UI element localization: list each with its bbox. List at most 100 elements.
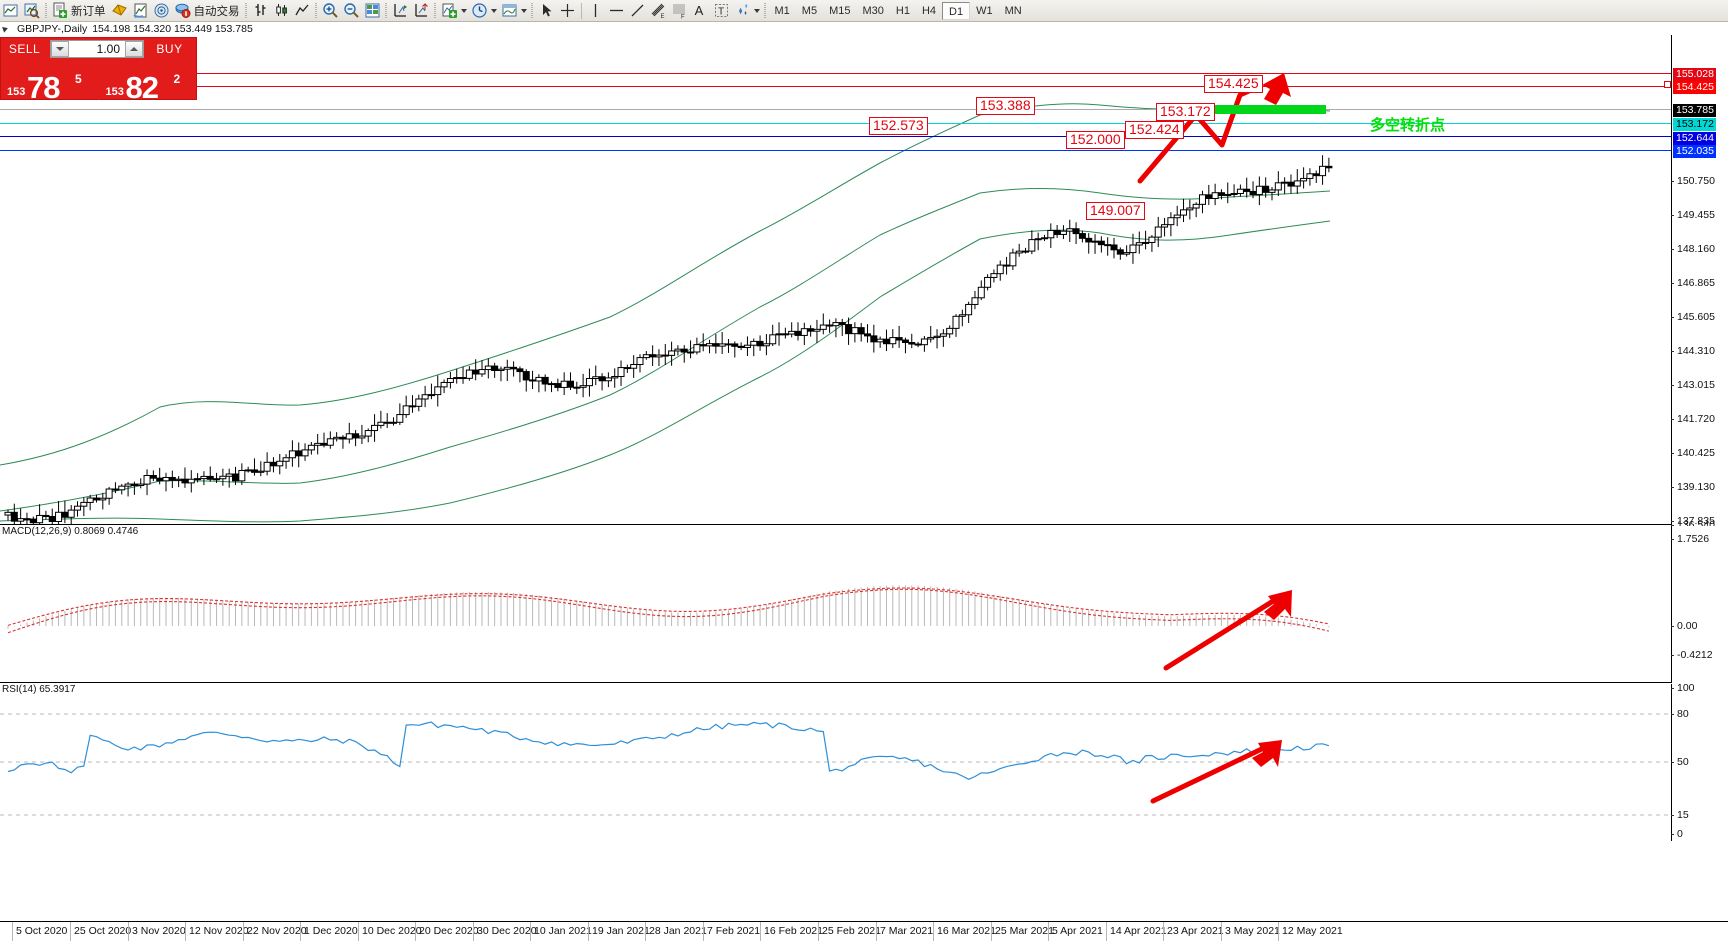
chinese-annotation-label: 多空转折点 [1370, 116, 1446, 134]
quote-row: 153 78 5 153 82 2 [1, 60, 197, 105]
bar-chart-icon[interactable] [250, 1, 271, 21]
buy-button[interactable]: BUY [156, 42, 183, 56]
macd-pane[interactable]: MACD(12,26,9) 0.8069 0.4746 [0, 526, 1671, 683]
macd-series [7, 585, 1330, 634]
timeframe-h1[interactable]: H1 [895, 4, 910, 17]
trendline-icon[interactable] [627, 1, 648, 21]
rsi-pane[interactable]: RSI(14) 65.3917 [0, 684, 1671, 841]
price-level-label-153172[interactable]: 153.172 [1673, 118, 1716, 131]
text-box-icon[interactable]: T [711, 1, 732, 21]
current-ask-154425[interactable] [0, 86, 1671, 87]
buy-quote[interactable]: 153 82 2 [97, 60, 197, 105]
date-tick-12 [703, 922, 704, 941]
macd-scale[interactable]: 1.7526 0.00 -0.4212 [1670, 526, 1728, 683]
new-order-icon[interactable] [49, 1, 70, 21]
auto-scroll-icon[interactable] [411, 1, 432, 21]
support-152035[interactable] [0, 150, 1671, 151]
timeframe-d1[interactable]: D1 [942, 1, 971, 20]
timeframe-m30[interactable]: M30 [862, 4, 884, 17]
price-tag-153172[interactable]: 153.172 [1156, 103, 1215, 121]
timeframe-mn[interactable]: MN [1004, 4, 1022, 17]
timeframe-m5[interactable]: M5 [801, 4, 818, 17]
timeframe-m1[interactable]: M1 [774, 4, 790, 17]
crosshair-icon[interactable] [557, 1, 578, 21]
indicators-dropdown-caret[interactable] [460, 2, 469, 20]
price-tag-152573[interactable]: 152.573 [869, 117, 928, 135]
toolbar-separator-3 [313, 2, 320, 20]
date-tick-16 [933, 922, 934, 941]
date-axis[interactable]: 5 Oct 2020 25 Oct 2020 3 Nov 2020 12 Nov 20… [0, 921, 1728, 941]
price-level-label-152035[interactable]: 152.035 [1673, 145, 1716, 158]
indicators-icon[interactable] [439, 1, 460, 21]
auto-trading-icon[interactable] [172, 1, 193, 21]
price-tag-149007[interactable]: 149.007 [1086, 202, 1145, 220]
fibonacci-retracement-icon[interactable]: F [669, 1, 690, 21]
rsi-tick-2: 50 [1671, 756, 1689, 768]
candlestick-chart-icon[interactable] [271, 1, 292, 21]
collapse-arrow-icon[interactable] [3, 24, 12, 33]
price-tag-152424[interactable]: 152.424 [1125, 121, 1184, 139]
rsi-series [0, 713, 1671, 816]
date-tick-9 [530, 922, 531, 941]
pivot-153172[interactable] [0, 123, 1671, 124]
date-label-1: 25 Oct 2020 [74, 925, 132, 937]
market-watch-icon[interactable] [151, 1, 172, 21]
symbol-search-icon[interactable] [21, 1, 42, 21]
date-label-2: 3 Nov 2020 [132, 925, 186, 937]
periodicity-dropdown-caret[interactable] [490, 2, 499, 20]
price-level-label-155028[interactable]: 155.028 [1673, 68, 1716, 81]
candlestick-series [0, 103, 1333, 524]
expert-advisor-icon[interactable] [109, 1, 130, 21]
resistance-155028[interactable] [0, 73, 1671, 74]
shapes-dropdown-caret[interactable] [753, 2, 762, 20]
volume-value[interactable]: 1.00 [96, 42, 120, 56]
sell-button[interactable]: SELL [8, 42, 41, 56]
cursor-icon[interactable] [536, 1, 557, 21]
sell-quote[interactable]: 153 78 5 [1, 60, 98, 105]
chart-window-icon[interactable] [0, 1, 21, 21]
timeframe-h4[interactable]: H4 [921, 4, 936, 17]
vertical-line-icon[interactable] [585, 1, 606, 21]
zoom-in-icon[interactable] [320, 1, 341, 21]
line-chart-icon[interactable] [292, 1, 313, 21]
price-tag-154425[interactable]: 154.425 [1204, 75, 1263, 93]
volume-increase-icon[interactable] [125, 41, 143, 57]
price-level-label-153785[interactable]: 153.785 [1673, 104, 1716, 117]
price-tag-152000[interactable]: 152.000 [1066, 131, 1125, 149]
price-level-label-154425[interactable]: 154.425 [1673, 81, 1716, 94]
price-level-label-152644[interactable]: 152.644 [1673, 132, 1716, 145]
horizontal-line-icon[interactable] [606, 1, 627, 21]
one-click-trading-panel[interactable]: SELL 1.00 BUY 153 78 5 153 82 2 [0, 37, 197, 105]
text-label-icon[interactable]: A [694, 3, 704, 18]
shapes-icon[interactable] [732, 1, 753, 21]
bid-153785[interactable] [0, 109, 1671, 110]
buy-price-main: 82 [125, 70, 159, 105]
timeframe-w1[interactable]: W1 [976, 4, 993, 17]
zoom-out-icon[interactable] [341, 1, 362, 21]
chart-shift-icon[interactable] [390, 1, 411, 21]
equidistant-channel-icon[interactable]: E [648, 1, 669, 21]
chart-area[interactable]: 154.425 153.388 153.172 152.573 152.424 152.0… [0, 35, 1728, 921]
symbol-info-bar: GBPJPY-,Daily 154.198 154.320 153.449 15… [0, 22, 1728, 35]
svg-text:E: E [660, 14, 664, 19]
price-pane[interactable]: 154.425 153.388 153.172 152.573 152.424 152.0… [0, 35, 1671, 525]
support-152644[interactable] [0, 136, 1671, 137]
price-scale[interactable]: 150.750 149.455 148.160 146.865 145.605 144.3… [1671, 35, 1728, 569]
tile-windows-icon[interactable] [362, 1, 383, 21]
date-tick-20 [1163, 922, 1164, 941]
timeframe-m15[interactable]: M15 [829, 4, 851, 17]
volume-decrease-icon[interactable] [51, 41, 69, 57]
new-order-button[interactable]: 新订单 [71, 5, 106, 18]
templates-icon[interactable] [499, 1, 520, 21]
volume-stepper[interactable]: 1.00 [50, 40, 144, 58]
toolbar-separator-2 [243, 2, 250, 20]
price-tag-153388[interactable]: 153.388 [976, 97, 1035, 115]
templates-dropdown-caret[interactable] [520, 2, 529, 20]
rsi-scale[interactable]: 100 80 50 15 0 [1671, 682, 1728, 841]
support-zone-band [1209, 105, 1326, 114]
auto-trading-button[interactable]: 自动交易 [193, 5, 240, 18]
strategy-tester-icon[interactable] [130, 1, 151, 21]
periodicity-icon[interactable] [469, 1, 490, 21]
date-label-12: 7 Feb 2021 [707, 925, 761, 937]
date-tick-0 [12, 922, 13, 941]
